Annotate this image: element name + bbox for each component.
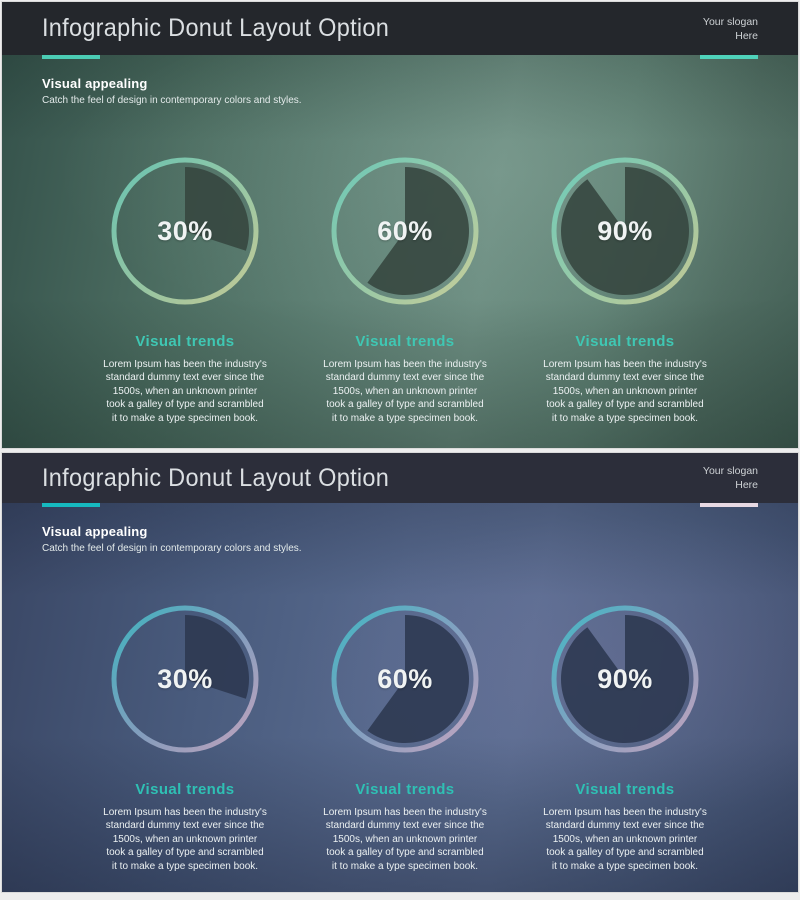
donut-chart-90: 90% xyxy=(549,603,701,755)
donut-ring xyxy=(551,605,699,753)
trend-title: Visual trends xyxy=(575,781,675,798)
donut-column-30: 30% Visual trends Lorem Ipsum has been t… xyxy=(75,155,295,425)
donut-column-30: 30% Visual trends Lorem Ipsum has been t… xyxy=(75,603,295,873)
donut-chart-30: 30% xyxy=(109,155,261,307)
accent-bar-right xyxy=(700,503,758,507)
slide-teal: Infographic Donut Layout Option Your slo… xyxy=(2,2,798,448)
donut-row: 30% Visual trends Lorem Ipsum has been t… xyxy=(75,603,735,873)
donut-column-90: 90% Visual trends Lorem Ipsum has been t… xyxy=(515,155,735,425)
trend-title: Visual trends xyxy=(355,781,455,798)
slogan: Your slogan Here xyxy=(703,15,758,43)
trend-description: Lorem Ipsum has been the industry's stan… xyxy=(103,359,267,424)
donut-chart-90: 90% xyxy=(549,155,701,307)
donut-slice xyxy=(185,615,250,699)
donut-svg xyxy=(551,157,699,305)
trend-description: Lorem Ipsum has been the industry's stan… xyxy=(543,359,707,424)
slide-body: Visual appealing Catch the feel of desig… xyxy=(2,55,798,448)
percent-value: 60% xyxy=(377,215,433,246)
slogan-line-1: Your slogan xyxy=(702,465,758,477)
intro-subheading: Catch the feel of design in contemporary… xyxy=(42,95,302,106)
accent-bar-right xyxy=(700,55,758,59)
page-title: Infographic Donut Layout Option xyxy=(42,463,390,492)
donut-slice xyxy=(367,615,469,743)
donut-svg xyxy=(331,157,479,305)
donut-column-60: 60% Visual trends Lorem Ipsum has been t… xyxy=(295,155,515,425)
slogan-line-1: Your slogan xyxy=(702,15,758,28)
slogan: Your slogan Here xyxy=(703,464,758,492)
intro-block: Visual appealing Catch the feel of desig… xyxy=(42,524,302,554)
percent-value: 90% xyxy=(597,663,653,694)
donut-svg xyxy=(551,605,699,753)
donut-chart-60: 60% xyxy=(329,603,481,755)
slide-header: Infographic Donut Layout Option Your slo… xyxy=(2,453,798,503)
accent-bar-left xyxy=(42,55,100,59)
donut-slice xyxy=(367,167,469,295)
page-title: Infographic Donut Layout Option xyxy=(42,14,390,42)
donut-column-60: 60% Visual trends Lorem Ipsum has been t… xyxy=(295,603,515,873)
percent-value: 30% xyxy=(157,663,213,694)
donut-ring xyxy=(111,157,259,305)
trend-description: Lorem Ipsum has been the industry's stan… xyxy=(543,807,707,872)
trend-description: Lorem Ipsum has been the industry's stan… xyxy=(103,807,267,872)
donut-column-90: 90% Visual trends Lorem Ipsum has been t… xyxy=(515,603,735,873)
intro-subheading: Catch the feel of design in contemporary… xyxy=(42,543,302,554)
slide-blue: Infographic Donut Layout Option Your slo… xyxy=(2,453,798,892)
donut-ring xyxy=(551,157,699,305)
donut-chart-60: 60% xyxy=(329,155,481,307)
donut-row: 30% Visual trends Lorem Ipsum has been t… xyxy=(75,155,735,425)
donut-ring xyxy=(111,605,259,753)
donut-svg xyxy=(111,605,259,753)
donut-slice xyxy=(560,167,689,295)
intro-heading: Visual appealing xyxy=(42,524,148,539)
donut-ring xyxy=(331,157,479,305)
trend-description: Lorem Ipsum has been the industry's stan… xyxy=(323,359,487,424)
slogan-line-2: Here xyxy=(735,479,758,491)
donut-svg xyxy=(331,605,479,753)
percent-value: 60% xyxy=(377,663,433,694)
trend-title: Visual trends xyxy=(135,781,235,798)
donut-chart-30: 30% xyxy=(109,603,261,755)
donut-slice xyxy=(560,615,689,743)
slogan-line-2: Here xyxy=(735,29,758,42)
accent-bar-left xyxy=(42,503,100,507)
intro-heading: Visual appealing xyxy=(42,76,148,91)
trend-description: Lorem Ipsum has been the industry's stan… xyxy=(323,807,487,872)
donut-svg xyxy=(111,157,259,305)
trend-title: Visual trends xyxy=(355,333,455,350)
percent-value: 90% xyxy=(597,215,653,246)
intro-block: Visual appealing Catch the feel of desig… xyxy=(42,76,302,106)
trend-title: Visual trends xyxy=(575,333,675,350)
slide-body: Visual appealing Catch the feel of desig… xyxy=(2,503,798,892)
slide-header: Infographic Donut Layout Option Your slo… xyxy=(2,2,798,55)
donut-slice xyxy=(185,167,250,251)
percent-value: 30% xyxy=(157,215,213,246)
donut-ring xyxy=(331,605,479,753)
trend-title: Visual trends xyxy=(135,333,235,350)
